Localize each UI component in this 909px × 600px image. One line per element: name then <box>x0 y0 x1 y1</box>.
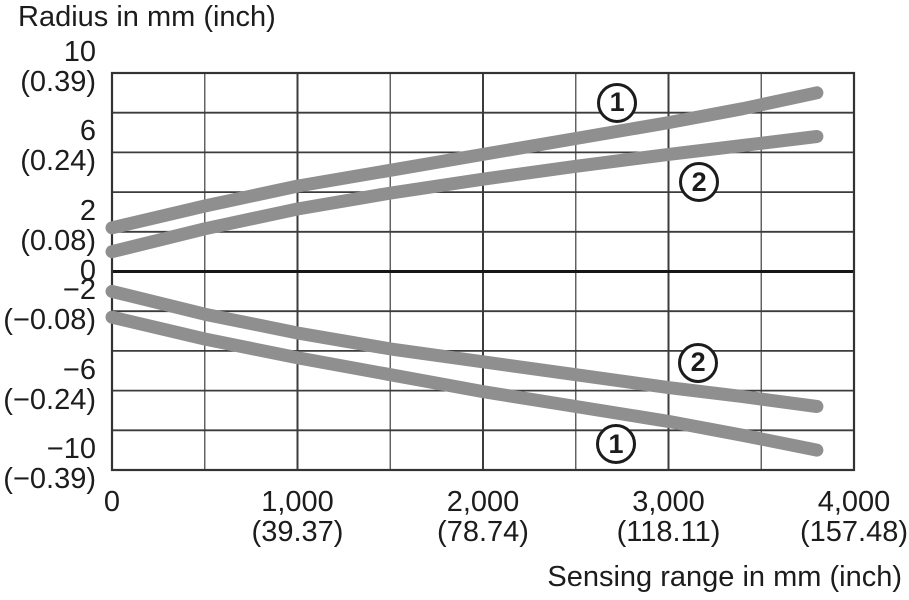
x-tick-inch: (157.48) <box>799 516 908 548</box>
y-tick-mm: −10 <box>46 433 96 465</box>
curve-1upper <box>105 86 824 235</box>
y-tick-label: 10 (0.39) <box>20 37 96 97</box>
y-tick-mm: 2 <box>79 194 96 227</box>
y-tick-inch: (−0.39) <box>3 463 96 495</box>
x-tick-mm: 2,000 <box>446 486 520 518</box>
y-tick-inch: (−0.24) <box>3 383 96 416</box>
y-tick-label: −10 (−0.39) <box>3 434 96 494</box>
x-tick-mm: 4,000 <box>817 486 891 518</box>
y-axis-title: Radius in mm (inch) <box>18 1 276 33</box>
curve-label-badge-2: 2 <box>678 342 719 383</box>
x-tick-inch: (78.74) <box>437 516 529 548</box>
y-tick-mm: −6 <box>62 353 96 386</box>
y-tick-label: −6 (−0.24) <box>3 355 96 415</box>
y-tick-label: 2 (0.08) <box>20 196 96 256</box>
y-tick-inch: (−0.08) <box>3 304 96 337</box>
x-tick-label: 0 <box>32 487 192 517</box>
curve-label-badge-1: 1 <box>597 82 638 123</box>
y-tick-label: 6 (0.24) <box>20 116 96 176</box>
y-tick-mm: 6 <box>79 115 96 148</box>
x-tick-label: 3,000 (118.11) <box>589 487 749 547</box>
x-axis-title: Sensing range in mm (inch) <box>547 561 902 593</box>
curve-2lower <box>105 284 824 413</box>
curve-label-badge-2: 2 <box>679 162 720 203</box>
x-tick-mm: 0 <box>103 486 121 518</box>
y-tick-label: 0 <box>79 254 96 287</box>
x-tick-label: 2,000 (78.74) <box>403 487 563 547</box>
plot-border <box>110 71 856 472</box>
y-tick-inch: (0.08) <box>20 224 96 257</box>
y-tick-mm: −2 <box>62 274 96 307</box>
y-tick-mm: 10 <box>63 36 96 68</box>
x-tick-mm: 1,000 <box>261 486 334 518</box>
curve-1lower <box>105 310 824 457</box>
x-tick-inch: (39.37) <box>251 516 344 548</box>
curve-label-badge-1: 1 <box>596 424 636 465</box>
x-tick-inch: (118.11) <box>616 516 721 548</box>
y-tick-inch: (0.24) <box>20 145 96 178</box>
x-tick-label: 1,000 (39.37) <box>218 487 378 547</box>
y-tick-label: −2 (−0.08) <box>3 275 96 335</box>
x-tick-mm: 3,000 <box>632 486 705 518</box>
y-tick-inch: (0.39) <box>20 66 96 98</box>
curve-2upper <box>105 130 824 259</box>
x-tick-label: 4,000 (157.48) <box>774 487 909 547</box>
